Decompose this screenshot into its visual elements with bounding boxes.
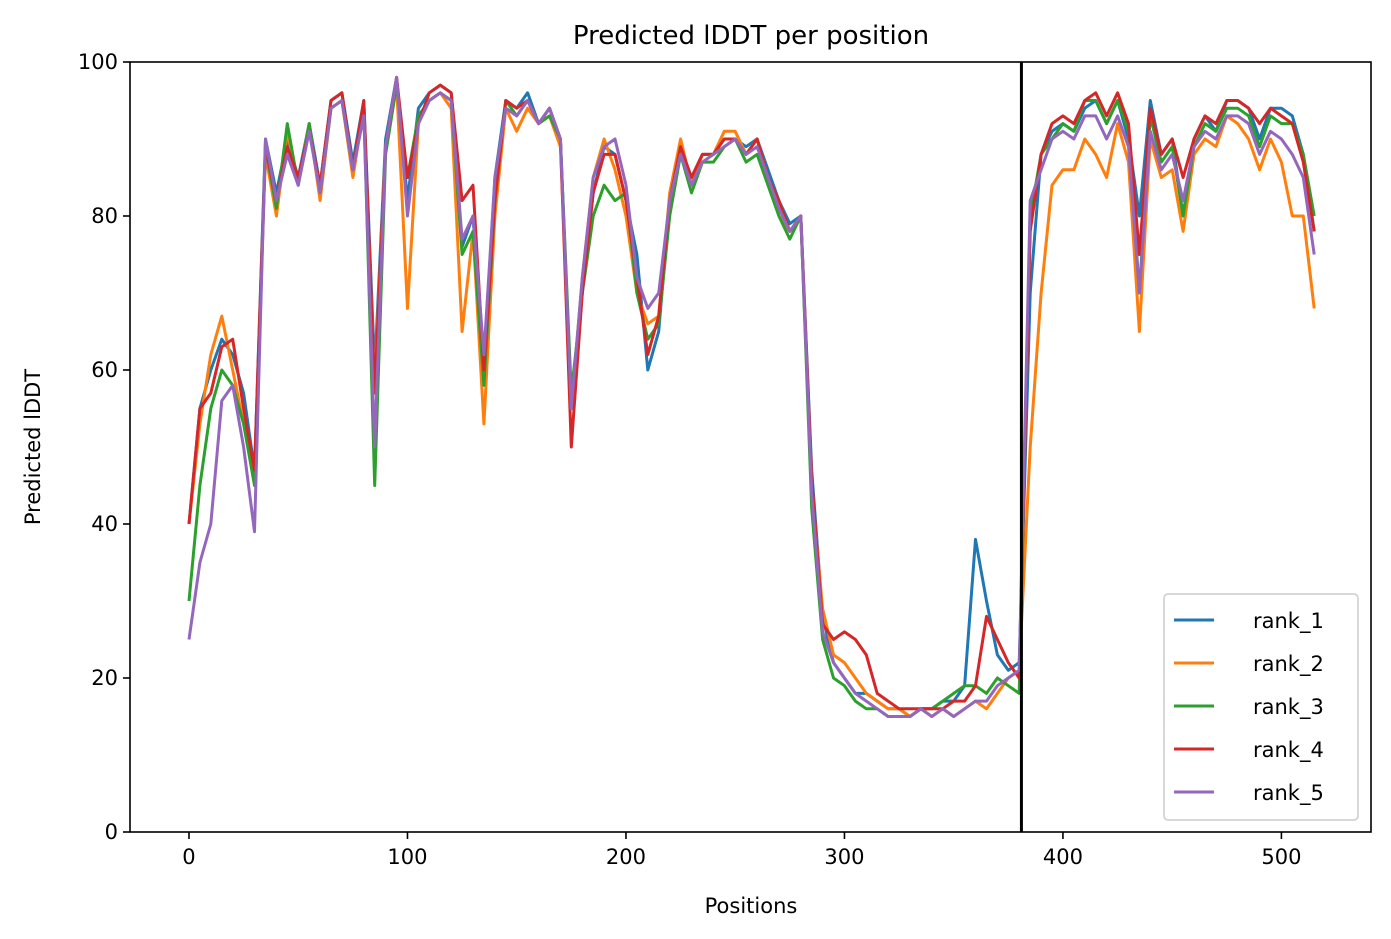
legend-label-rank_4: rank_4	[1253, 738, 1324, 763]
x-tick-label: 400	[1043, 845, 1083, 869]
legend-box	[1163, 593, 1359, 821]
series-line-rank_4	[187, 75, 1316, 711]
series-line-rank_5	[187, 75, 1316, 718]
x-tick-label: 500	[1261, 845, 1301, 869]
x-tick-label: 100	[387, 845, 427, 869]
y-axis-label: Predicted lDDT	[21, 369, 45, 525]
legend-label-rank_5: rank_5	[1253, 781, 1324, 806]
legend-label-rank_2: rank_2	[1253, 652, 1324, 677]
legend-label-rank_3: rank_3	[1253, 695, 1324, 720]
x-tick-label: 0	[182, 845, 195, 869]
plot-frame	[129, 61, 1372, 833]
y-tick-label: 40	[91, 512, 118, 536]
y-tick-label: 20	[91, 666, 118, 690]
x-tick-label: 300	[824, 845, 864, 869]
x-axis-label: Positions	[705, 894, 798, 918]
legend: rank_1 rank_2 rank_3 rank_4 rank_5	[1163, 593, 1359, 821]
chart-title: Predicted lDDT per position	[573, 21, 929, 51]
y-ticks: 0 20 40 60 80 100	[78, 50, 130, 844]
y-tick-label: 80	[91, 204, 118, 228]
y-tick-label: 0	[105, 820, 118, 844]
series-layer	[187, 75, 1316, 718]
x-ticks: 0 100 200 300 400 500	[182, 832, 1301, 869]
x-tick-label: 200	[606, 845, 646, 869]
legend-label-rank_1: rank_1	[1253, 609, 1324, 634]
y-tick-label: 100	[78, 50, 118, 74]
y-tick-label: 60	[91, 358, 118, 382]
